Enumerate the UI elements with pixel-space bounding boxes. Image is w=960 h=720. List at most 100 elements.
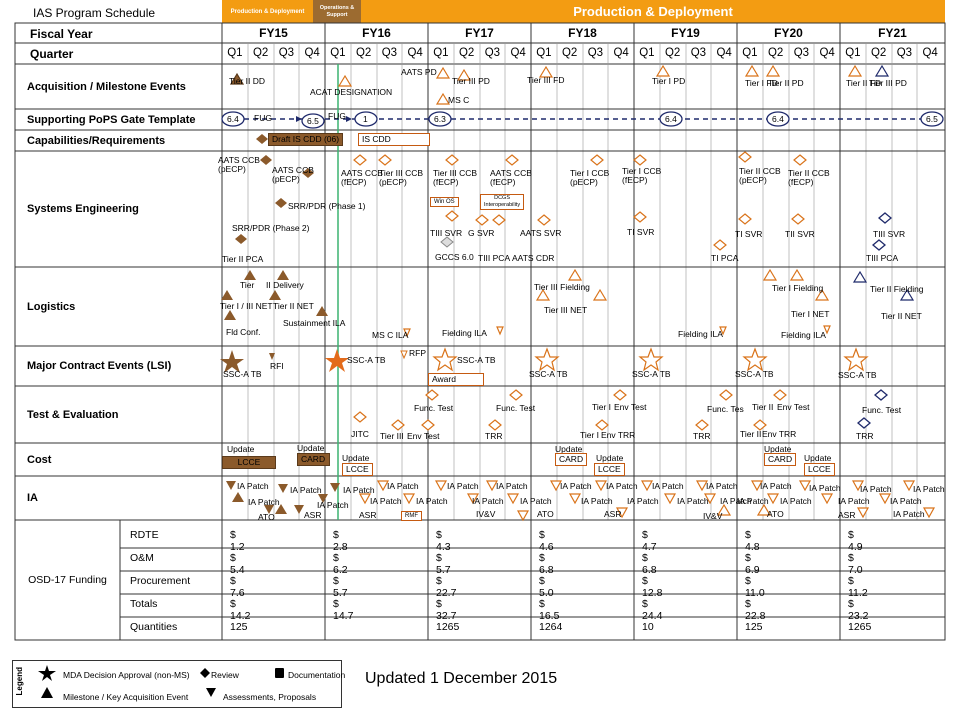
ia-label: ATO xyxy=(258,512,275,522)
funding-cell: $ 4.8 xyxy=(745,529,760,553)
ia-label: IA Patch xyxy=(627,496,659,506)
ia-label: IA Patch xyxy=(838,496,870,506)
event-label: RFP xyxy=(409,348,426,358)
ia-label: IA Patch xyxy=(860,484,892,494)
event-label: Func. Test xyxy=(414,403,454,413)
fy-label: FY18 xyxy=(568,26,597,40)
doc-box: Draft IS CDD (06) xyxy=(268,133,344,146)
event-label: Fielding ILA xyxy=(678,329,723,339)
ia-label: IA Patch xyxy=(416,496,448,506)
event-label: Tier II FD xyxy=(846,78,882,88)
event-label: TII SVR xyxy=(785,229,815,239)
cost-update-label: Update xyxy=(596,453,624,463)
cost-doc-box: CARD xyxy=(555,453,588,466)
ia-label: IA Patch xyxy=(737,496,769,506)
gate-label: FUG xyxy=(328,111,346,121)
ia-label: ASR xyxy=(359,510,377,520)
cost-doc-box: CARD xyxy=(297,453,330,466)
event-label: SSC-A TB xyxy=(632,369,671,379)
page-title: IAS Program Schedule xyxy=(33,6,156,20)
funding-cell: $ 7.0 xyxy=(848,552,863,576)
funding-cell: $ 4.7 xyxy=(642,529,657,553)
quarter-label: Q3 xyxy=(690,47,707,59)
event-label: TI SVR xyxy=(627,227,655,237)
fy-label: FY20 xyxy=(774,26,803,40)
cost-doc-box: LCCE xyxy=(594,463,625,476)
event-label: Tier I PD xyxy=(652,76,686,86)
event-label: G SVR xyxy=(468,228,495,238)
ia-label: IA Patch xyxy=(248,497,280,507)
ia-label: IA Patch xyxy=(387,481,419,491)
funding-row-name: O&M xyxy=(130,552,154,564)
funding-cell: $ 14.2 xyxy=(230,598,251,622)
ia-label: IA Patch xyxy=(893,509,925,519)
event-label: TRR xyxy=(856,431,874,441)
event-label: Env Test xyxy=(777,402,810,412)
event-label: Env Test xyxy=(407,431,440,441)
legend-item: MDA Decision Approval (non-MS) xyxy=(63,670,190,680)
event-label: Func. Test xyxy=(496,403,536,413)
event-label: RFI xyxy=(270,361,284,371)
event-label: AATS CDR xyxy=(512,253,555,263)
event-label: Tier I CCB (fECP) xyxy=(622,166,662,185)
gate-label: 6.4 xyxy=(772,114,784,124)
event-label: Tier I / III NET xyxy=(220,301,273,311)
event-label: SRR/PDR (Phase 2) xyxy=(232,223,310,233)
funding-cell: $ 7.6 xyxy=(230,575,245,599)
funding-cell: $ 5.7 xyxy=(333,575,348,599)
phase-band-operations-support: Operations & Support xyxy=(313,0,361,23)
cost-doc-box: LCCE xyxy=(342,463,373,476)
quarter-label: Q2 xyxy=(664,47,681,59)
cost-doc-box: CARD xyxy=(764,453,797,466)
event-label: II Delivery xyxy=(266,280,304,290)
funding-cell: $ 12.8 xyxy=(642,575,663,599)
event-label: Tier II CCB (pECP) xyxy=(739,166,781,185)
event-label: Tier III CCB (pECP) xyxy=(379,168,424,187)
funding-cell: 10 xyxy=(642,621,654,633)
funding-cell: 1265 xyxy=(848,621,872,633)
ia-label: IA Patch xyxy=(343,485,375,495)
event-label: Env Test xyxy=(614,402,647,412)
event-label: TIII PCA xyxy=(478,253,511,263)
quarter-label: Q4 xyxy=(613,47,629,59)
doc-box: Award xyxy=(428,373,484,386)
funding-cell: $ 6.8 xyxy=(539,552,554,576)
legend: Legend MDA Decision Approval (non-MS) Re… xyxy=(12,660,345,708)
fy-label: FY19 xyxy=(671,26,700,40)
fiscal-year-header: Fiscal Year xyxy=(30,27,93,41)
funding-row-name: Totals xyxy=(130,598,158,610)
quarter-label: Q2 xyxy=(561,47,578,59)
ia-label: IA Patch xyxy=(890,496,922,506)
funding-cell: $ 11.0 xyxy=(745,575,765,599)
event-label: TIII PCA xyxy=(866,253,899,263)
funding-label: OSD-17 Funding xyxy=(28,574,107,586)
event-label: Tier II xyxy=(740,429,762,439)
event-label: Fld Conf. xyxy=(226,327,261,337)
event-label: Tier III NET xyxy=(544,305,588,315)
gate-label: 1 xyxy=(363,114,368,124)
ia-label: ATO xyxy=(767,509,784,519)
quarter-label: Q4 xyxy=(407,47,423,59)
funding-cell: $ 23.2 xyxy=(848,598,869,622)
event-label: Fielding ILA xyxy=(442,328,487,338)
cost-update-label: Update xyxy=(555,444,583,454)
quarter-label: Q4 xyxy=(922,47,938,59)
ia-label: ATO xyxy=(537,509,554,519)
event-label: Tier III CCB (fECP) xyxy=(433,168,478,187)
gate-label: 6.4 xyxy=(665,114,677,124)
quarter-header: Quarter xyxy=(30,47,74,61)
quarter-label: Q3 xyxy=(587,47,604,59)
doc-box: DCGS Interoperability xyxy=(480,194,525,210)
ia-label: IA Patch xyxy=(706,481,738,491)
event-label: Tier II PD xyxy=(768,78,804,88)
ia-label: IA Patch xyxy=(809,483,841,493)
ia-label: IA Patch xyxy=(237,481,269,491)
funding-cell: 1265 xyxy=(436,621,460,633)
quarter-label: Q1 xyxy=(639,47,655,59)
row-label-test-evaluation: Test & Evaluation xyxy=(27,408,119,421)
event-label: MS C xyxy=(448,95,470,105)
row-label-logistics: Logistics xyxy=(27,300,76,313)
event-label: Tier III PD xyxy=(452,76,490,86)
funding-cell: $ 1.2 xyxy=(230,529,245,553)
funding-cell: $ 4.6 xyxy=(539,529,554,553)
